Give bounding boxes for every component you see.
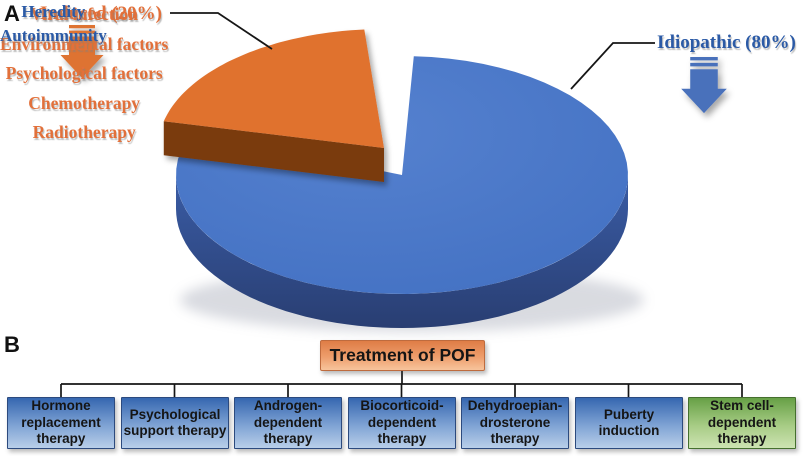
cause-item: Autoimmunity [0,25,107,45]
pie-chart [163,29,628,328]
cause-item: Heredity [21,2,86,21]
cause-item: Environmental factors [0,33,169,54]
pie-slice-induced [163,29,384,148]
treatment-box-3: Biocorticoid- dependent therapy [348,397,456,449]
idiopathic-arrow-icon [681,57,727,114]
induced-slice-label: Induced (20%) [40,3,162,24]
treatment-box-1: Psychological support therapy [121,397,229,449]
leader-line-induced [170,12,273,50]
treatment-of-pof-box: Treatment of POF [320,340,485,371]
pie-side-induced [163,121,384,182]
idiopathic-slice-label: Idiopathic (80%) [657,32,796,53]
treatment-box-2: Androgen- dependent therapy [234,397,342,449]
cause-item: Viral infection [30,4,139,24]
treatment-box-0: Hormone replacement therapy [7,397,115,449]
treatment-tree-connectors [60,369,743,397]
induced-arrow-icon [60,25,104,78]
treatment-box-5: Puberty induction [575,397,683,449]
cause-item: Radiotherapy [32,122,136,142]
cause-item: Psychological factors [5,63,163,83]
pie-slice-induced-group [163,29,384,182]
cause-item: Chemotherapy [28,92,141,113]
treatment-box-6: Stem cell- dependent therapy [688,397,796,449]
leader-line-idiopathic [570,42,655,90]
induced-causes-list: Viral infection Environmental factors Ps… [0,0,168,148]
treatment-box-4: Dehydroepian- drosterone therapy [461,397,569,449]
panel-b-label: B [4,332,20,357]
idiopathic-causes-list: Heredity Autoimmunity [0,0,107,47]
panel-a-label: A [4,1,20,26]
pie-side-idiopathic [176,175,628,328]
pie-slice-idiopathic [176,56,628,295]
